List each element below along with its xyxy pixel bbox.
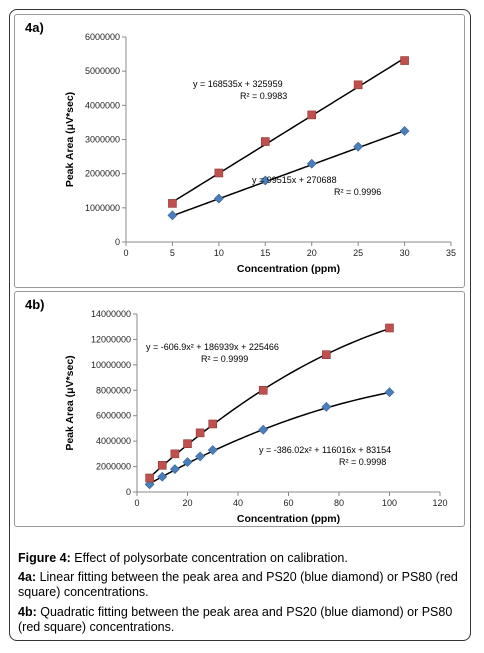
panel-b-caption-text: Quadratic fitting between the peak area … (18, 605, 453, 634)
chart-4b-point-ps80 (170, 449, 180, 459)
panel-label-4a: 4a) (25, 20, 44, 35)
chart-4a-point-ps20 (167, 210, 178, 221)
chart-4a-equation-ps80: y = 168535x + 325959 (193, 79, 283, 89)
chart-4a-x-tick-label: 5 (170, 248, 175, 258)
chart-4a-x-tick-label: 0 (123, 248, 128, 258)
chart-4b-r2-ps20: R² = 0.9998 (339, 457, 386, 467)
chart-4a-y-tick-label: 3000000 (85, 135, 120, 145)
chart-4a-point-ps80 (168, 199, 177, 208)
panel-a-caption-label: 4a: (18, 570, 37, 584)
chart-4a-y-tick-label: 5000000 (85, 66, 120, 76)
panel-a-caption: 4a: Linear fitting between the peak area… (18, 570, 463, 599)
chart-4a-x-tick-label: 20 (307, 248, 317, 258)
chart-4b-fit-line-ps20 (149, 391, 390, 485)
chart-panel-4b: 4b) 0 20 40 60 80 100 120 0 2000000 4000000 600000… (14, 291, 465, 527)
chart-4a-x-tick-label: 25 (353, 248, 363, 258)
chart-4b-equation-ps20: y = -386.02x² + 116016x + 83154 (259, 445, 391, 455)
chart-4b-y-axis-title: Peak Area (μV*sec) (64, 355, 76, 450)
figure-frame (9, 9, 471, 641)
chart-4a-point-ps20 (260, 175, 271, 186)
chart-4b-x-tick-label: 120 (432, 498, 447, 508)
chart-4a-svg: 0 5 10 15 20 25 30 35 0 1000000 2000000 3000000 4000… (64, 32, 456, 275)
panel-a-caption-text: Linear fitting between the peak area and… (18, 570, 458, 599)
chart-4a-point-ps80 (260, 137, 270, 146)
chart-4a-y-axis-title: Peak Area (μV*sec) (64, 92, 76, 187)
figure-caption-label: Figure 4: (18, 551, 71, 565)
chart-4a-point-ps20 (353, 141, 364, 152)
chart-4b-x-tick-label: 40 (233, 498, 243, 508)
chart-4b-x-tick-label: 100 (382, 498, 397, 508)
chart-4a-y-tick-label: 1000000 (85, 203, 120, 213)
chart-4a-point-ps80 (353, 80, 363, 90)
chart-4b-x-tick-label: 0 (134, 498, 139, 508)
chart-4b-x-tick-label: 20 (182, 498, 192, 508)
chart-4a-x-tick-label: 30 (400, 248, 410, 258)
chart-4a-equation-ps20: y = 99515x + 270688 (252, 175, 337, 185)
chart-4b-equation-ps80: y = -606.9x² + 186939x + 225466 (146, 342, 279, 352)
chart-4b-point-ps80 (322, 350, 331, 359)
chart-4a-point-ps80 (214, 168, 224, 178)
chart-4a-y-tick-label: 2000000 (85, 169, 120, 179)
chart-4b-point-ps20 (258, 424, 269, 435)
chart-4b-r2-ps80: R² = 0.9999 (201, 354, 248, 364)
panel-b-caption-label: 4b: (18, 605, 37, 619)
chart-4b-point-ps20 (321, 401, 332, 412)
chart-4b-point-ps20 (195, 451, 206, 462)
chart-4a-point-ps20 (306, 158, 317, 169)
chart-4b-y-tick-label: 8000000 (96, 385, 131, 395)
chart-4b-point-ps80 (145, 473, 154, 483)
figure-caption-text: Effect of polysorbate concentration on c… (74, 551, 348, 565)
chart-4b-y-tick-label: 2000000 (96, 462, 131, 472)
panel-b-caption: 4b: Quadratic fitting between the peak a… (18, 605, 463, 634)
chart-4a-fit-line-ps80 (172, 57, 405, 203)
chart-4b-y-tick-label: 4000000 (96, 436, 131, 446)
chart-4b-y-tick-label: 6000000 (96, 411, 131, 421)
chart-4a-point-ps80 (400, 56, 409, 65)
chart-4b-y-tick-label: 12000000 (91, 334, 131, 344)
chart-4a-y-tick-label: 4000000 (85, 100, 120, 110)
chart-4a-fit-line-ps20 (172, 130, 405, 217)
chart-4b-point-ps20 (182, 457, 193, 468)
chart-4b-point-ps80 (195, 428, 205, 438)
chart-4a-x-tick-label: 35 (446, 248, 456, 258)
chart-4a-x-tick-label: 10 (214, 248, 224, 258)
chart-panel-4a: 4a) 0 5 10 15 20 25 30 35 0 1000000 2000000 3000000… (14, 14, 465, 288)
chart-4b-point-ps80 (183, 439, 192, 448)
chart-4b-point-ps20 (157, 471, 168, 482)
chart-4b-point-ps20 (169, 464, 180, 475)
chart-4b-x-tick-label: 60 (283, 498, 293, 508)
chart-4a-y-tick-label: 0 (115, 237, 120, 247)
chart-4b-point-ps20 (207, 445, 218, 455)
chart-4b-y-tick-label: 10000000 (91, 360, 131, 370)
chart-4b-point-ps80 (258, 385, 268, 395)
chart-4a-x-axis-title: Concentration (ppm) (237, 263, 340, 275)
chart-4b-svg: 0 20 40 60 80 100 120 0 2000000 4000000 6000000 800… (64, 309, 448, 525)
chart-4a-x-tick-label: 15 (260, 248, 270, 258)
chart-4b-x-tick-label: 80 (334, 498, 344, 508)
chart-4a-y-tick-label: 6000000 (85, 32, 120, 42)
panel-label-4b: 4b) (25, 297, 45, 312)
chart-4b-point-ps20 (384, 387, 395, 398)
chart-4b-point-ps80 (208, 419, 218, 429)
chart-4a-r2-ps20: R² = 0.9996 (334, 187, 381, 197)
figure-caption: Figure 4: Effect of polysorbate concentr… (18, 551, 463, 566)
chart-4a-r2-ps80: R² = 0.9983 (240, 91, 287, 101)
chart-4a-point-ps20 (213, 193, 224, 204)
chart-4b-y-tick-label: 14000000 (91, 309, 131, 319)
chart-4b-x-axis-title: Concentration (ppm) (237, 513, 340, 525)
chart-4b-point-ps80 (385, 323, 394, 333)
chart-4a-point-ps80 (307, 110, 317, 120)
chart-4a-point-ps20 (399, 126, 410, 136)
chart-4b-y-tick-label: 0 (126, 487, 131, 497)
chart-4b-point-ps80 (157, 461, 167, 470)
